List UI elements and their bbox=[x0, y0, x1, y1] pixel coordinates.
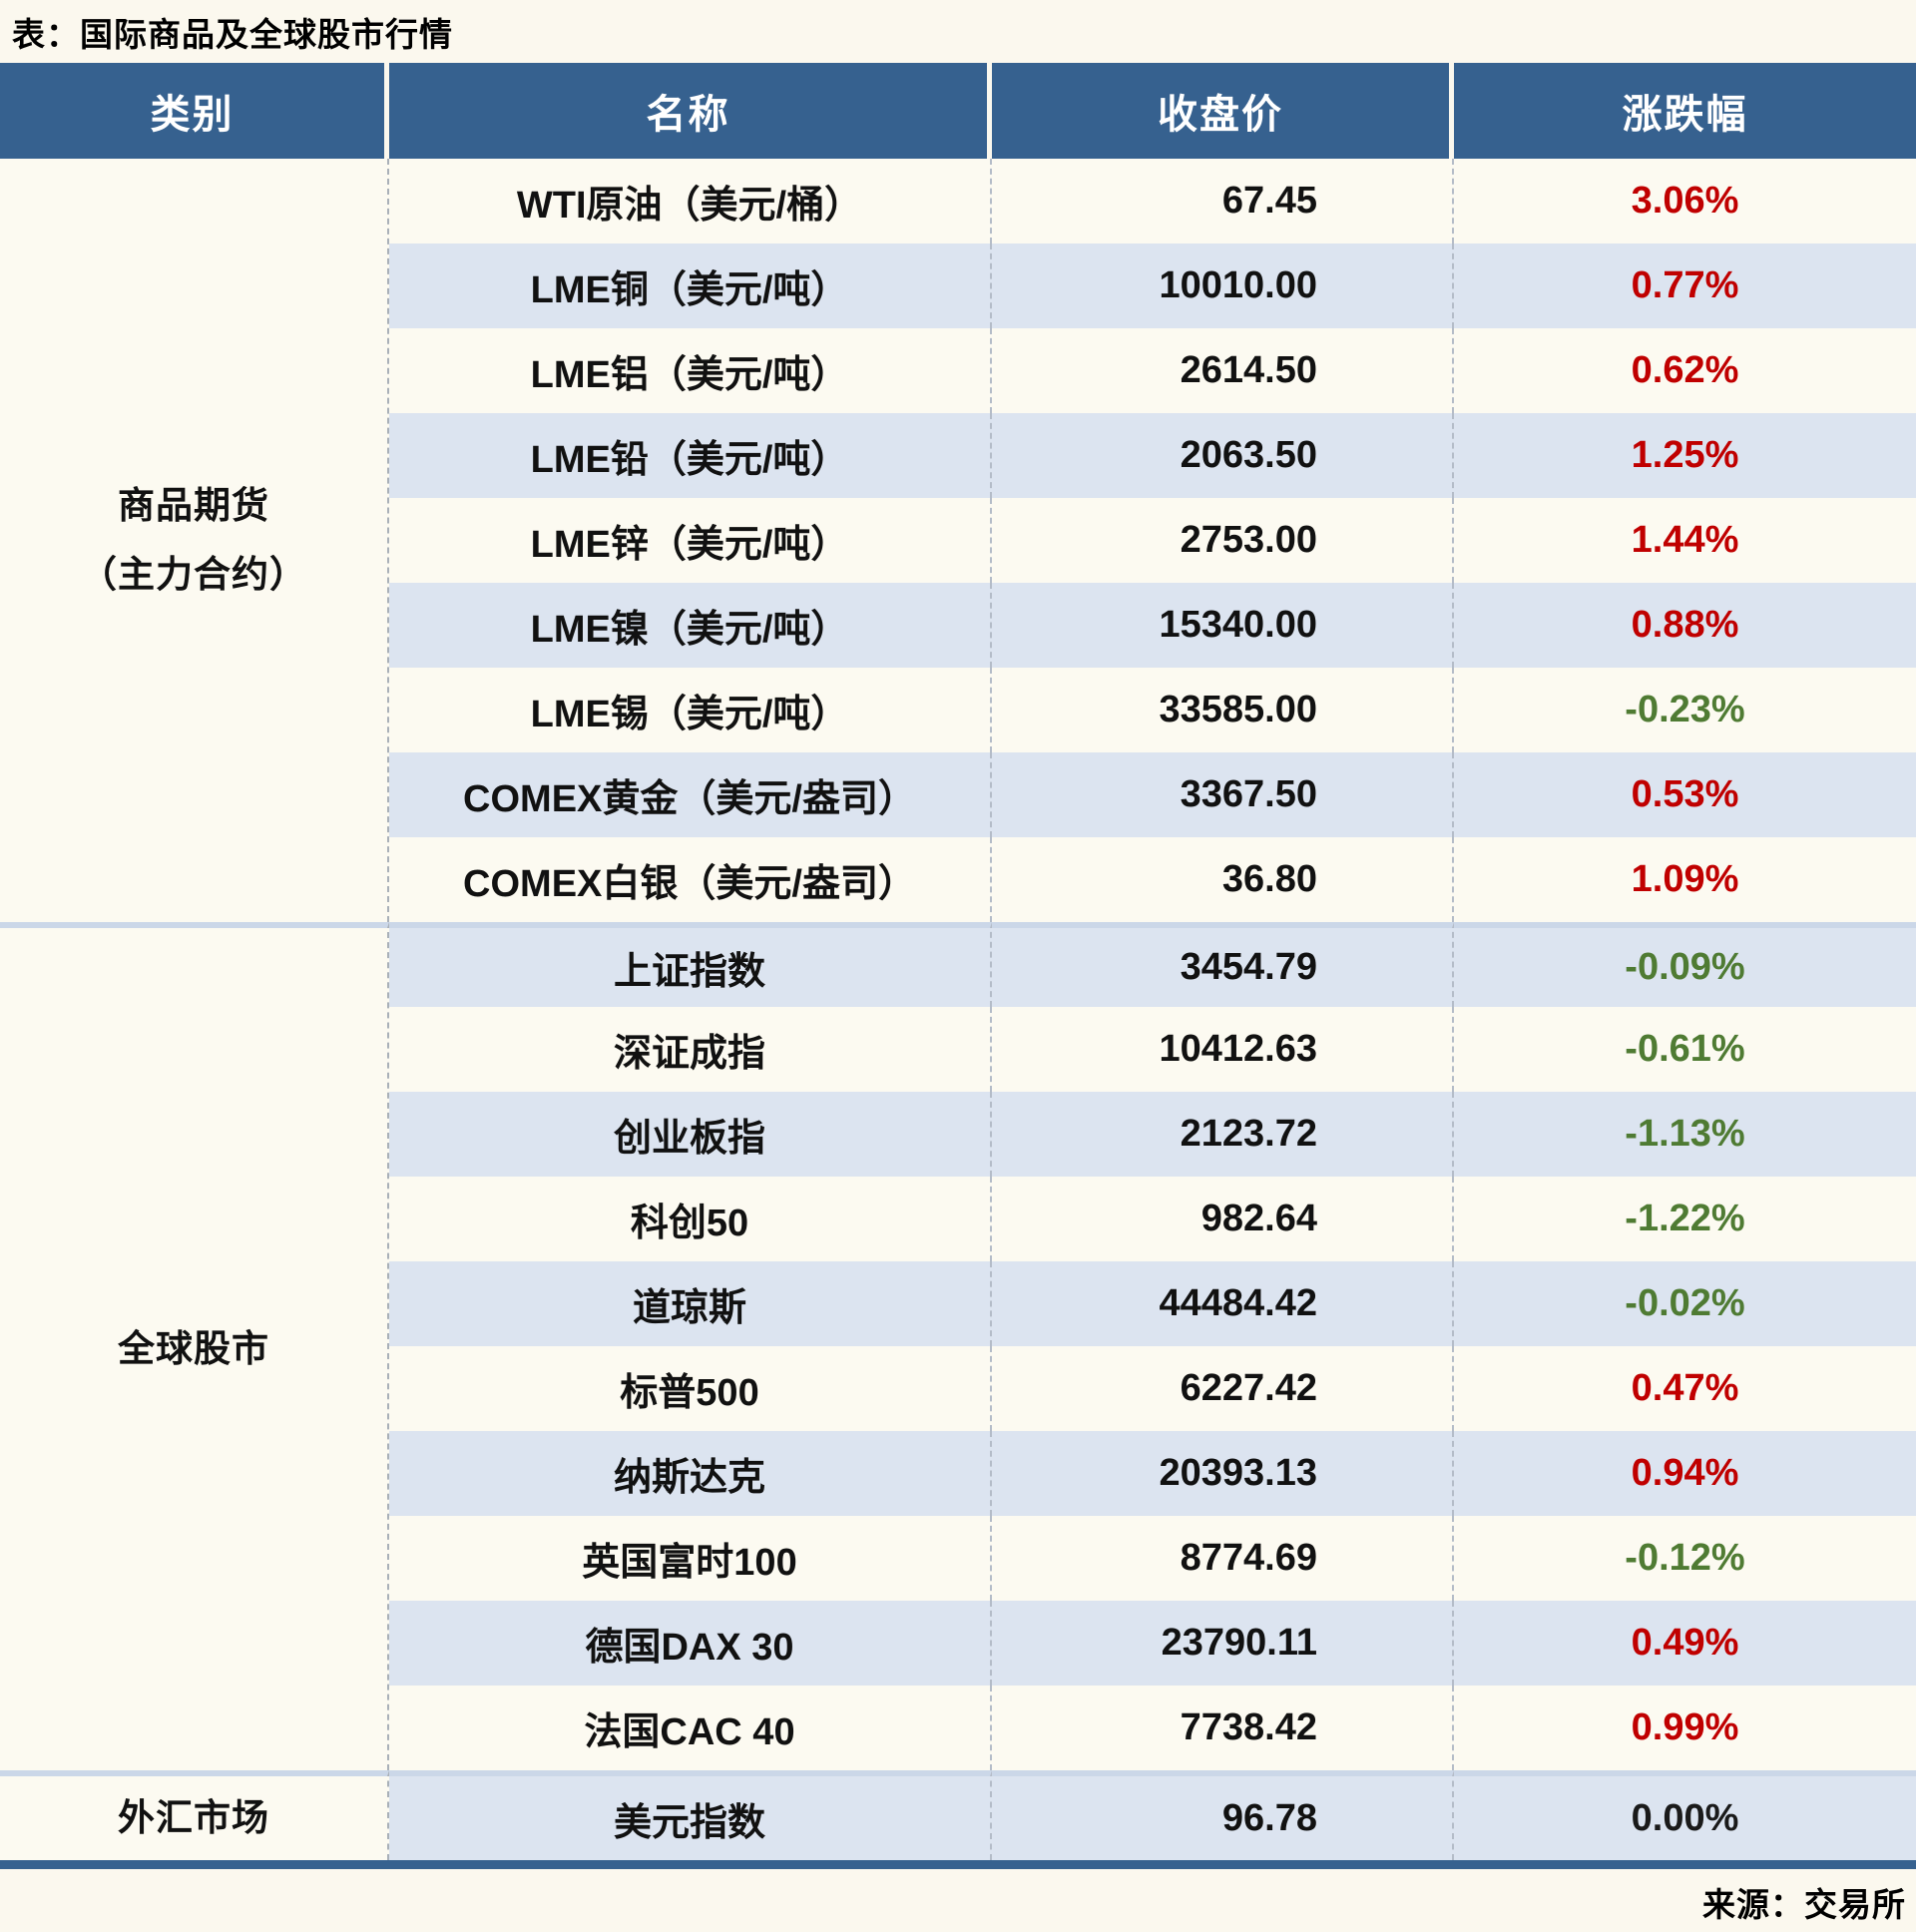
change-percent-cell: 1.44% bbox=[1454, 498, 1916, 583]
close-price-cell: 96.78 bbox=[992, 1770, 1454, 1860]
close-price-cell: 3367.50 bbox=[992, 752, 1454, 837]
name-cell: 深证成指 bbox=[389, 1007, 992, 1092]
name-cell: 道琼斯 bbox=[389, 1261, 992, 1346]
change-percent-cell: 0.62% bbox=[1454, 328, 1916, 413]
close-price-cell: 2753.00 bbox=[992, 498, 1454, 583]
change-percent-cell: 0.49% bbox=[1454, 1601, 1916, 1686]
close-price-cell: 10010.00 bbox=[992, 243, 1454, 328]
name-cell: COMEX白银（美元/盎司） bbox=[389, 837, 992, 922]
change-percent-cell: 3.06% bbox=[1454, 159, 1916, 243]
close-price-cell: 8774.69 bbox=[992, 1516, 1454, 1601]
change-percent-cell: -0.02% bbox=[1454, 1261, 1916, 1346]
close-price-cell: 7738.42 bbox=[992, 1686, 1454, 1770]
name-cell: LME铜（美元/吨） bbox=[389, 243, 992, 328]
close-price-cell: 10412.63 bbox=[992, 1007, 1454, 1092]
close-price-cell: 982.64 bbox=[992, 1177, 1454, 1261]
change-percent-cell: -0.23% bbox=[1454, 668, 1916, 752]
category-cell: 外汇市场 bbox=[0, 1770, 389, 1860]
table-header-row: 类别 名称 收盘价 涨跌幅 bbox=[0, 63, 1916, 159]
change-percent-cell: 0.00% bbox=[1454, 1770, 1916, 1860]
name-cell: 英国富时100 bbox=[389, 1516, 992, 1601]
change-percent-cell: 1.25% bbox=[1454, 413, 1916, 498]
close-price-cell: 67.45 bbox=[992, 159, 1454, 243]
change-percent-cell: 0.88% bbox=[1454, 583, 1916, 668]
category-cell: 商品期货 （主力合约） bbox=[0, 159, 389, 922]
change-percent-cell: 0.47% bbox=[1454, 1346, 1916, 1431]
market-table: 类别 名称 收盘价 涨跌幅 商品期货 （主力合约） WTI原油（美元/桶） 67.45… bbox=[0, 63, 1916, 1860]
name-cell: 德国DAX 30 bbox=[389, 1601, 992, 1686]
category-cell: 全球股市 bbox=[0, 922, 389, 1770]
name-cell: 纳斯达克 bbox=[389, 1431, 992, 1516]
change-percent-cell: -0.61% bbox=[1454, 1007, 1916, 1092]
header-category: 类别 bbox=[0, 63, 389, 159]
name-cell: 创业板指 bbox=[389, 1092, 992, 1177]
table-body: 商品期货 （主力合约） WTI原油（美元/桶） 67.45 3.06% LME铜（美元/吨… bbox=[0, 159, 1916, 1860]
change-percent-cell: -0.09% bbox=[1454, 922, 1916, 1007]
category-line: 外汇市场 bbox=[118, 1796, 269, 1838]
header-close-price: 收盘价 bbox=[992, 63, 1454, 159]
change-percent-cell: 1.09% bbox=[1454, 837, 1916, 922]
category-line: （主力合约） bbox=[80, 553, 307, 595]
close-price-cell: 2614.50 bbox=[992, 328, 1454, 413]
header-change-percent: 涨跌幅 bbox=[1454, 63, 1916, 159]
header-name: 名称 bbox=[389, 63, 992, 159]
name-cell: 科创50 bbox=[389, 1177, 992, 1261]
name-cell: 上证指数 bbox=[389, 922, 992, 1007]
change-percent-cell: 0.94% bbox=[1454, 1431, 1916, 1516]
name-cell: 美元指数 bbox=[389, 1770, 992, 1860]
name-cell: LME锡（美元/吨） bbox=[389, 668, 992, 752]
close-price-cell: 36.80 bbox=[992, 837, 1454, 922]
name-cell: LME铅（美元/吨） bbox=[389, 413, 992, 498]
change-percent-cell: -1.22% bbox=[1454, 1177, 1916, 1261]
close-price-cell: 20393.13 bbox=[992, 1431, 1454, 1516]
change-percent-cell: -0.12% bbox=[1454, 1516, 1916, 1601]
name-cell: LME镍（美元/吨） bbox=[389, 583, 992, 668]
change-percent-cell: -1.13% bbox=[1454, 1092, 1916, 1177]
category-line: 商品期货 bbox=[118, 485, 269, 527]
close-price-cell: 2123.72 bbox=[992, 1092, 1454, 1177]
name-cell: 标普500 bbox=[389, 1346, 992, 1431]
change-percent-cell: 0.99% bbox=[1454, 1686, 1916, 1770]
close-price-cell: 6227.42 bbox=[992, 1346, 1454, 1431]
close-price-cell: 15340.00 bbox=[992, 583, 1454, 668]
table-bottom-rule bbox=[0, 1860, 1916, 1869]
close-price-cell: 2063.50 bbox=[992, 413, 1454, 498]
close-price-cell: 3454.79 bbox=[992, 922, 1454, 1007]
name-cell: LME锌（美元/吨） bbox=[389, 498, 992, 583]
category-line: 全球股市 bbox=[118, 1327, 269, 1369]
name-cell: WTI原油（美元/桶） bbox=[389, 159, 992, 243]
name-cell: 法国CAC 40 bbox=[389, 1686, 992, 1770]
source-label: 来源：交易所 bbox=[1702, 1886, 1906, 1923]
change-percent-cell: 0.53% bbox=[1454, 752, 1916, 837]
close-price-cell: 44484.42 bbox=[992, 1261, 1454, 1346]
change-percent-cell: 0.77% bbox=[1454, 243, 1916, 328]
page-title: 表：国际商品及全球股市行情 bbox=[12, 16, 453, 53]
name-cell: LME铝（美元/吨） bbox=[389, 328, 992, 413]
name-cell: COMEX黄金（美元/盎司） bbox=[389, 752, 992, 837]
close-price-cell: 33585.00 bbox=[992, 668, 1454, 752]
close-price-cell: 23790.11 bbox=[992, 1601, 1454, 1686]
